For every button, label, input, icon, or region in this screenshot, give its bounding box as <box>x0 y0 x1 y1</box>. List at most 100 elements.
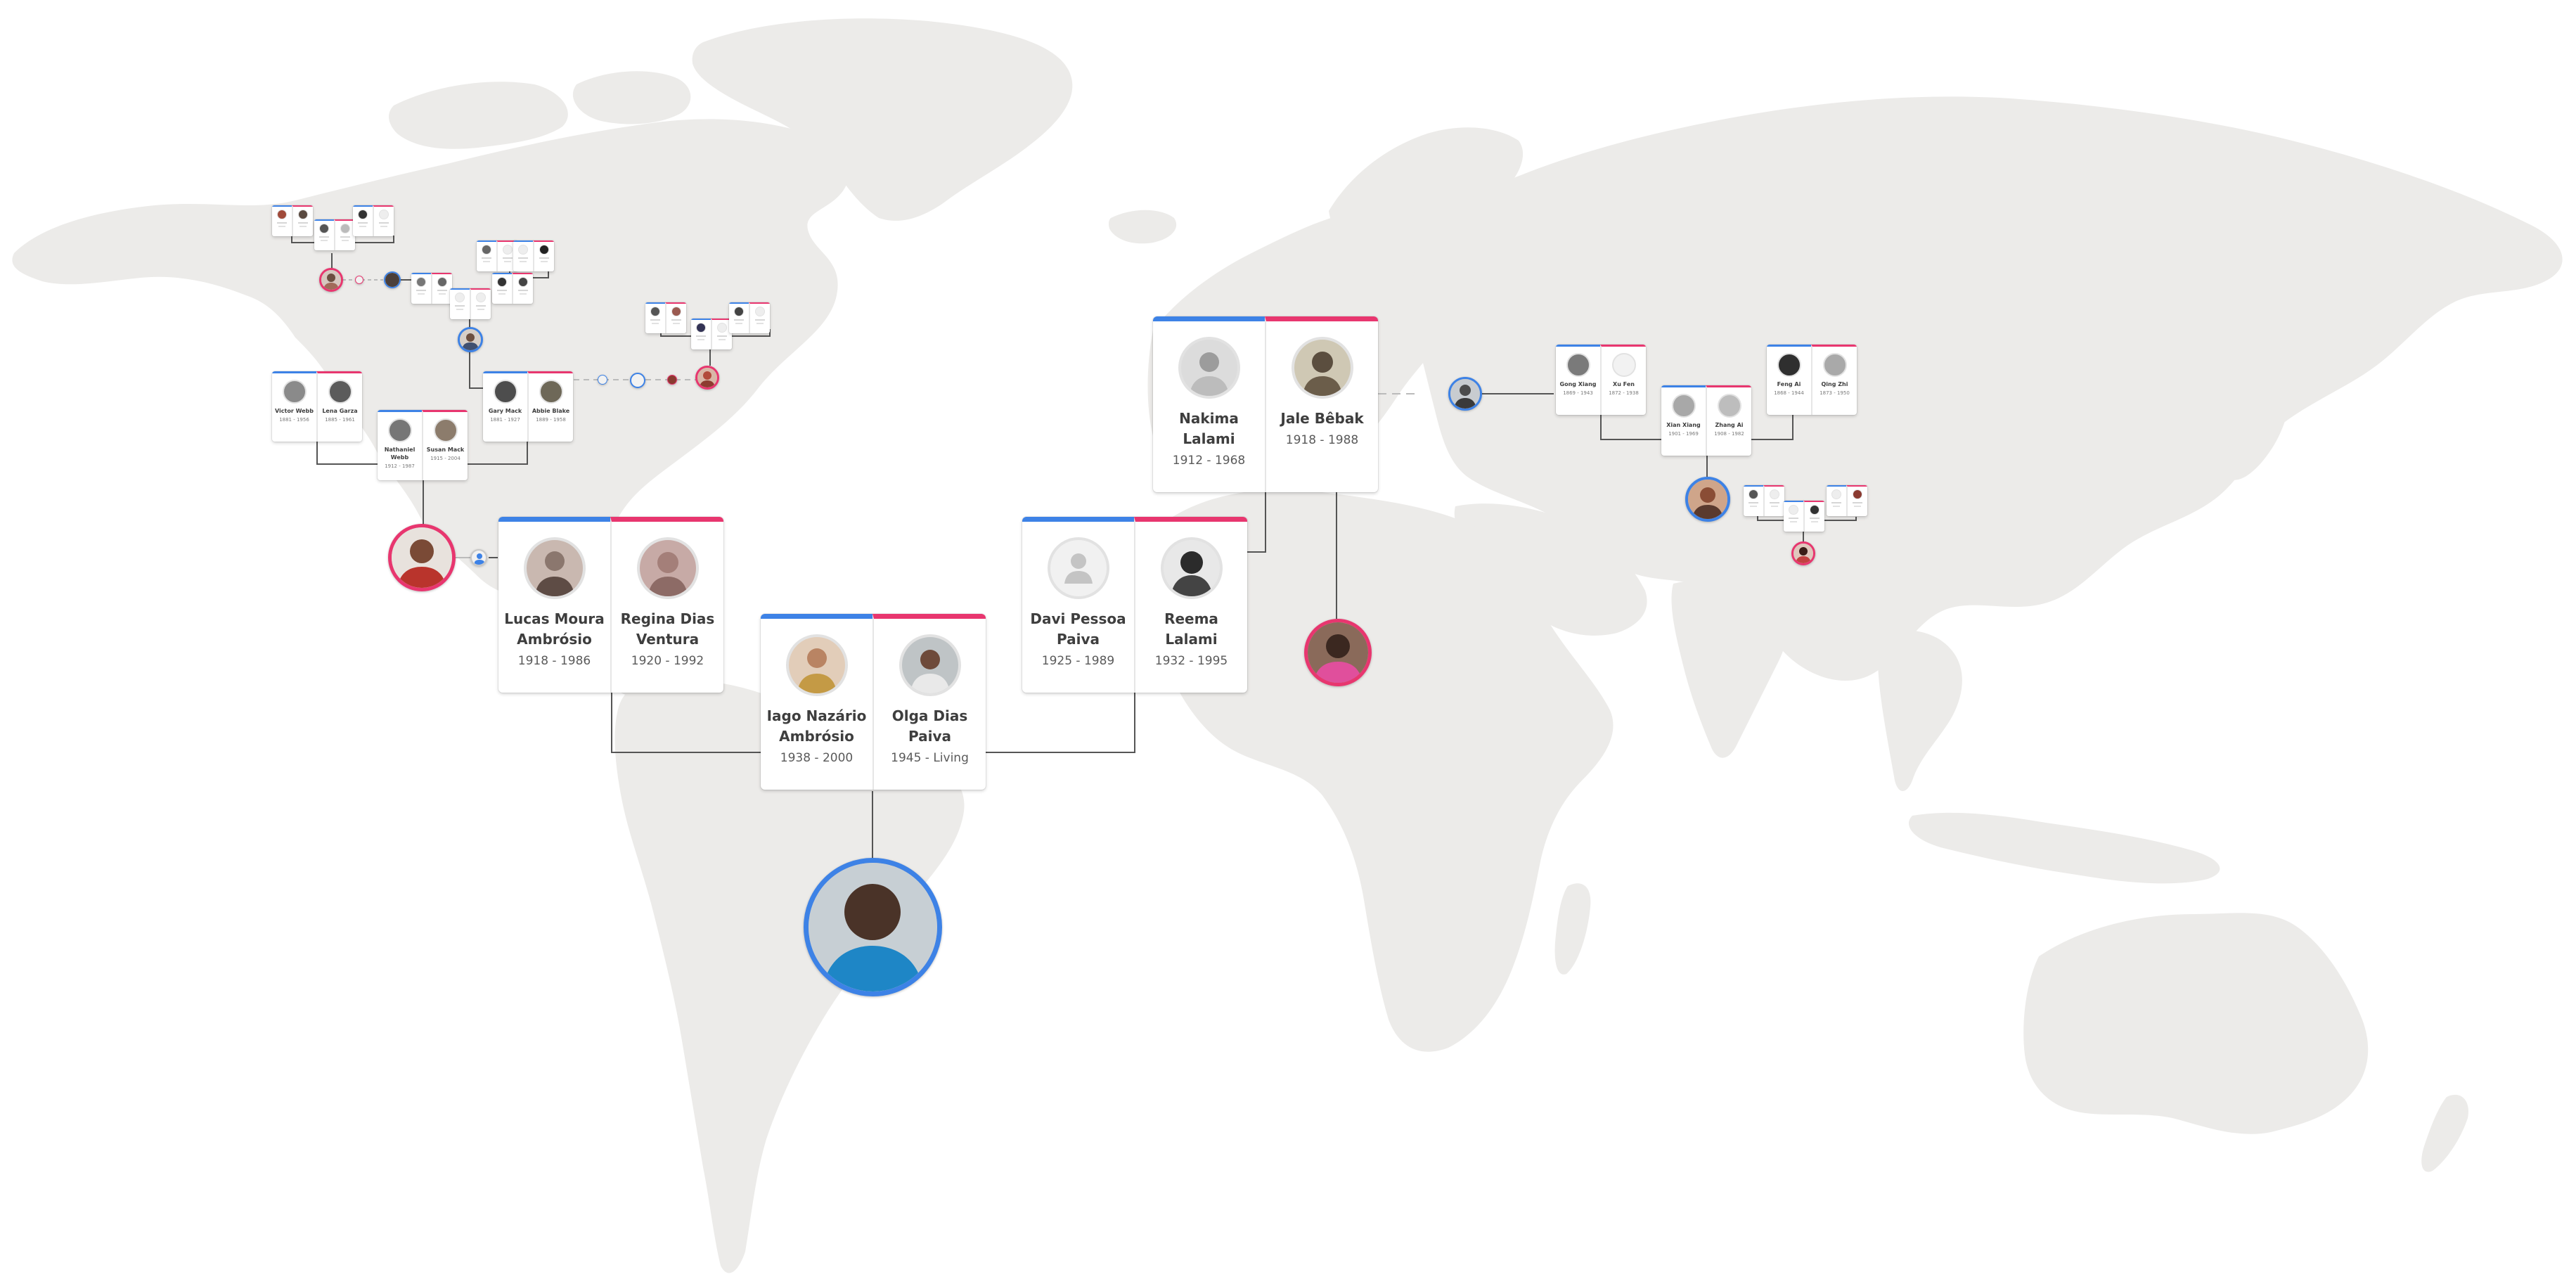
couple-card-xian-zhang[interactable]: Xian Xiang 1901 - 1969 Zhang Ai 1908 - 1… <box>1661 385 1751 456</box>
silhouette-icon[interactable] <box>355 276 363 284</box>
person-card-tiny[interactable] <box>513 240 533 271</box>
person-node-male[interactable] <box>458 327 483 352</box>
person-card-tiny[interactable] <box>411 273 431 304</box>
person-card-nathaniel[interactable]: Nathaniel Webb 1912 - 1987 <box>378 410 422 480</box>
couple-card-tiny[interactable] <box>513 240 554 271</box>
person-card-olga[interactable]: Olga Dias Paiva 1945 - Living <box>872 614 986 790</box>
silhouette-icon[interactable] <box>470 549 487 566</box>
person-card-tiny[interactable] <box>353 205 373 236</box>
couple-card-feng-qing[interactable]: Feng Ai 1868 - 1944 Qing Zhi 1873 - 1950 <box>1767 345 1857 415</box>
portrait-icon <box>734 307 744 316</box>
person-card-tiny[interactable] <box>711 319 732 349</box>
person-card-victor[interactable]: Victor Webb 1881 - 1956 <box>272 371 316 442</box>
person-card-regina[interactable]: Regina Dias Ventura 1920 - 1992 <box>610 517 723 693</box>
couple-card-tiny[interactable] <box>272 205 313 236</box>
person-card-reema[interactable]: Reema Lalami 1932 - 1995 <box>1134 517 1247 693</box>
person-card-xu[interactable]: Xu Fen 1872 - 1938 <box>1600 345 1646 415</box>
person-card-tiny[interactable] <box>1846 485 1867 516</box>
silhouette-icon[interactable] <box>598 375 607 385</box>
root-person-node[interactable] <box>804 858 942 996</box>
couple-card-tiny[interactable] <box>353 205 394 236</box>
person-card-tiny[interactable] <box>431 273 452 304</box>
silhouette-icon <box>1831 489 1841 499</box>
person-card-feng[interactable]: Feng Ai 1868 - 1944 <box>1767 345 1811 415</box>
person-card-lena[interactable]: Lena Garza 1885 - 1961 <box>316 371 362 442</box>
portrait-icon <box>328 380 352 404</box>
person-dates: 1945 - Living <box>891 751 969 765</box>
couple-card-tiny[interactable] <box>1784 501 1824 532</box>
person-card-tiny[interactable] <box>314 219 334 250</box>
person-card-susan[interactable]: Susan Mack 1915 - 2004 <box>422 410 468 480</box>
person-card-tiny[interactable] <box>1784 501 1803 532</box>
map-arabia <box>1454 503 1647 636</box>
person-card-gong[interactable]: Gong Xiang 1869 - 1943 <box>1556 345 1600 415</box>
person-node-male[interactable] <box>1448 377 1482 411</box>
person-card-davi[interactable]: Davi Pessoa Paiva 1925 - 1989 <box>1022 517 1134 693</box>
couple-card-tiny[interactable] <box>492 273 533 304</box>
person-card-tiny[interactable] <box>729 302 749 333</box>
person-node-female[interactable] <box>695 366 719 390</box>
couple-card-lucas-regina[interactable]: Lucas Moura Ambrósio 1918 - 1986 Regina … <box>498 517 723 693</box>
person-card-tiny[interactable] <box>272 205 292 236</box>
person-card-tiny[interactable] <box>645 302 665 333</box>
person-name: Xu Fen <box>1613 381 1635 387</box>
couple-card-gong-xu[interactable]: Gong Xiang 1869 - 1943 Xu Fen 1872 - 193… <box>1556 345 1646 415</box>
map-south-america <box>614 680 965 1273</box>
person-card-lucas[interactable]: Lucas Moura Ambrósio 1918 - 1986 <box>498 517 610 693</box>
couple-card-tiny[interactable] <box>411 273 452 304</box>
person-card-tiny[interactable] <box>450 288 470 319</box>
couple-card-nakima-jale[interactable]: Nakima Lalami 1912 - 1968 Jale Bêbak 191… <box>1153 316 1378 492</box>
person-card-tiny[interactable] <box>691 319 711 349</box>
person-card-tiny[interactable] <box>533 240 554 271</box>
person-card-zhang[interactable]: Zhang Ai 1908 - 1982 <box>1706 385 1751 456</box>
person-card-xian[interactable]: Xian Xiang 1901 - 1969 <box>1661 385 1706 456</box>
person-node-male[interactable] <box>1685 477 1730 522</box>
person-dates: 1869 - 1943 <box>1563 390 1593 396</box>
person-dates: 1938 - 2000 <box>780 751 854 765</box>
silhouette-icon[interactable] <box>630 373 645 388</box>
couple-card-tiny[interactable] <box>450 288 491 319</box>
person-card-tiny[interactable] <box>749 302 770 333</box>
person-card-tiny[interactable] <box>1803 501 1824 532</box>
couple-card-tiny[interactable] <box>1827 485 1867 516</box>
couple-card-tiny[interactable] <box>314 219 355 250</box>
couple-card-davi-reema[interactable]: Davi Pessoa Paiva 1925 - 1989 Reema Lala… <box>1022 517 1247 693</box>
silhouette-icon[interactable] <box>667 375 677 385</box>
person-card-tiny[interactable] <box>496 240 517 271</box>
person-name: Regina Dias Ventura <box>620 610 715 648</box>
person-node-male[interactable] <box>384 271 401 288</box>
person-card-qing[interactable]: Qing Zhi 1873 - 1950 <box>1811 345 1857 415</box>
couple-card-tiny[interactable] <box>1744 485 1784 516</box>
couple-card-tiny[interactable] <box>645 302 686 333</box>
person-card-tiny[interactable] <box>334 219 355 250</box>
couple-card-gary-abbie[interactable]: Gary Mack 1881 - 1927 Abbie Blake 1889 -… <box>483 371 573 442</box>
person-card-iago[interactable]: Iago Nazário Ambrósio 1938 - 2000 <box>761 614 872 790</box>
couple-card-tiny[interactable] <box>729 302 770 333</box>
person-card-gary[interactable]: Gary Mack 1881 - 1927 <box>483 371 527 442</box>
portrait-icon <box>650 307 660 316</box>
person-dates: 1925 - 1989 <box>1041 654 1115 668</box>
portrait-icon <box>482 245 491 255</box>
person-card-tiny[interactable] <box>1763 485 1784 516</box>
person-card-tiny[interactable] <box>373 205 394 236</box>
couple-card-tiny[interactable] <box>691 319 732 349</box>
person-card-tiny[interactable] <box>1827 485 1846 516</box>
couple-card-iago-olga[interactable]: Iago Nazário Ambrósio 1938 - 2000 Olga D… <box>761 614 986 790</box>
person-card-tiny[interactable] <box>292 205 313 236</box>
person-card-tiny[interactable] <box>470 288 491 319</box>
couple-card-nathaniel-susan[interactable]: Nathaniel Webb 1912 - 1987 Susan Mack 19… <box>378 410 468 480</box>
person-node-female[interactable] <box>388 524 456 591</box>
person-card-jale[interactable]: Jale Bêbak 1918 - 1988 <box>1265 316 1378 492</box>
couple-card-victor-lena[interactable]: Victor Webb 1881 - 1956 Lena Garza 1885 … <box>272 371 362 442</box>
person-node-female[interactable] <box>1791 541 1815 565</box>
person-card-tiny[interactable] <box>665 302 686 333</box>
couple-card-tiny[interactable] <box>477 240 517 271</box>
person-card-tiny[interactable] <box>512 273 533 304</box>
person-card-abbie[interactable]: Abbie Blake 1889 - 1958 <box>527 371 573 442</box>
person-node-female[interactable] <box>1304 619 1372 686</box>
person-card-tiny[interactable] <box>492 273 512 304</box>
person-node-female[interactable] <box>319 268 343 292</box>
person-card-tiny[interactable] <box>1744 485 1763 516</box>
person-card-nakima[interactable]: Nakima Lalami 1912 - 1968 <box>1153 316 1265 492</box>
person-card-tiny[interactable] <box>477 240 496 271</box>
